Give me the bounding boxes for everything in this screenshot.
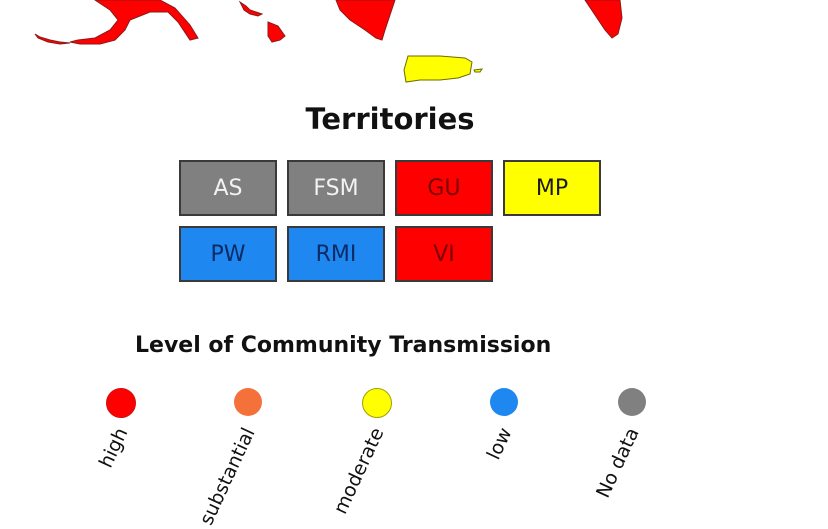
territory-fsm[interactable]: FSM (287, 160, 385, 216)
legend-label-high: high (94, 424, 132, 472)
territory-label: PW (210, 241, 246, 267)
legend-dot-substantial (234, 388, 262, 416)
legend-label-no-data: No data (592, 424, 644, 502)
territory-rmi[interactable]: RMI (287, 226, 385, 282)
legend-dot-low (490, 388, 518, 416)
legend-dot-moderate (362, 388, 392, 418)
territory-label: GU (427, 175, 461, 201)
virgin-islands-shape (473, 68, 484, 73)
puerto-rico-shape (403, 55, 473, 83)
territory-pw[interactable]: PW (179, 226, 277, 282)
territory-label: FSM (313, 175, 359, 201)
legend-label-low: low (482, 424, 516, 464)
territory-as[interactable]: AS (179, 160, 277, 216)
hawaii-islands (238, 0, 264, 17)
florida-shape (584, 0, 623, 39)
legend-label-moderate: moderate (328, 424, 388, 518)
legend-dot-high (106, 388, 136, 418)
alaska-shape (69, 0, 199, 45)
territory-label: RMI (315, 241, 357, 267)
us-transmission-map (34, 0, 623, 83)
territory-label: VI (433, 241, 455, 267)
territory-label: AS (213, 175, 243, 201)
alaska-islands (34, 33, 71, 45)
territories-title: Territories (305, 102, 475, 136)
territory-mp[interactable]: MP (503, 160, 601, 216)
legend-dot-no-data (618, 388, 646, 416)
legend-title: Level of Community Transmission (135, 333, 552, 358)
texas-florida-shape (335, 0, 396, 41)
territory-label: MP (535, 175, 569, 201)
legend-label-substantial: substantial (195, 424, 260, 529)
territory-vi[interactable]: VI (395, 226, 493, 282)
territory-gu[interactable]: GU (395, 160, 493, 216)
hawaii-shape (267, 21, 286, 43)
